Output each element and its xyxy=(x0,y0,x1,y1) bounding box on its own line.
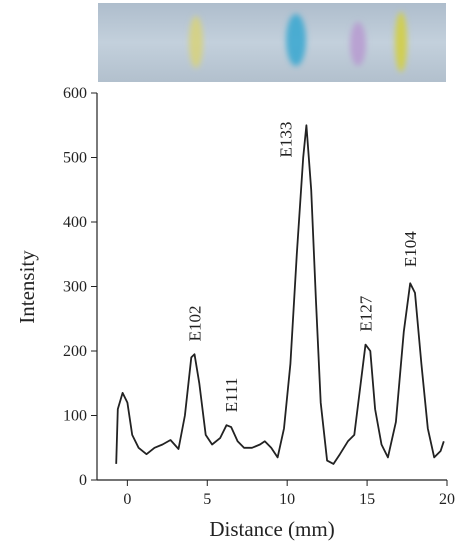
y-tick-label: 500 xyxy=(63,150,87,167)
tlc-strip-photo xyxy=(98,3,446,82)
peak-label: E102 xyxy=(185,305,204,341)
y-tick-label: 0 xyxy=(79,472,87,489)
x-tick-label: 5 xyxy=(203,491,211,508)
x-tick-label: 20 xyxy=(439,491,455,508)
x-tick-label: 10 xyxy=(279,491,295,508)
y-tick-label: 100 xyxy=(63,408,87,425)
y-tick-label: 300 xyxy=(63,279,87,296)
y-tick-label: 200 xyxy=(63,343,87,360)
peak-label: E111 xyxy=(222,378,241,413)
x-tick-label: 15 xyxy=(359,491,375,508)
y-axis-label: Intensity xyxy=(15,250,39,324)
peak-label: E104 xyxy=(401,231,420,267)
line-series xyxy=(115,124,445,465)
y-tick-label: 400 xyxy=(63,214,87,231)
y-tick-label: 600 xyxy=(63,85,87,102)
x-axis-label: Distance (mm) xyxy=(209,517,334,541)
peak-label: E127 xyxy=(356,295,375,331)
peak-label: E133 xyxy=(277,122,296,158)
x-tick-label: 0 xyxy=(123,491,131,508)
